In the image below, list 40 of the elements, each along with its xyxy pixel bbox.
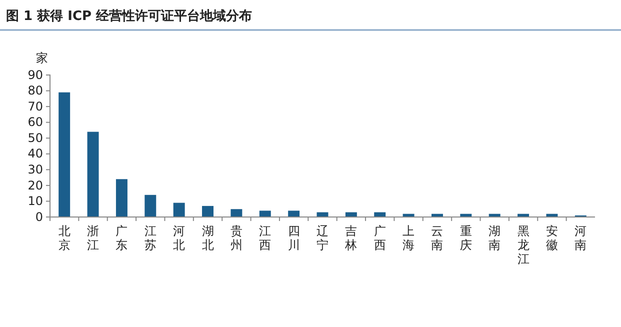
y-axis-title: 家 xyxy=(36,51,48,65)
x-tick-label: 上海 xyxy=(402,224,415,252)
y-tick-label: 20 xyxy=(28,178,43,192)
x-tick-label: 浙江 xyxy=(87,224,100,252)
x-tick-label: 广西 xyxy=(374,224,386,252)
x-tick-label: 湖北 xyxy=(202,224,214,252)
x-tick-label: 河北 xyxy=(173,224,186,252)
x-tick-label: 安徽 xyxy=(546,224,558,252)
bar xyxy=(259,210,271,217)
bar xyxy=(173,202,185,217)
y-tick-label: 60 xyxy=(28,115,43,130)
bar xyxy=(144,194,156,217)
chart-title: 图 1 获得 ICP 经营性许可证平台地域分布 xyxy=(6,8,252,24)
y-tick-label: 40 xyxy=(28,146,43,161)
y-tick-label: 10 xyxy=(28,194,43,208)
y-tick-label: 50 xyxy=(28,130,43,145)
x-tick-label: 广东 xyxy=(116,224,128,252)
bar xyxy=(230,209,242,217)
x-tick-label: 四川 xyxy=(288,224,300,252)
y-tick-label: 80 xyxy=(28,84,43,98)
x-tick-label: 重庆 xyxy=(460,224,472,252)
y-tick-label: 70 xyxy=(28,99,43,114)
y-tick-label: 0 xyxy=(35,210,43,224)
bar xyxy=(87,132,99,217)
x-tick-label: 云南 xyxy=(431,224,444,252)
bar xyxy=(288,210,300,217)
x-tick-label: 河南 xyxy=(574,224,587,252)
bar xyxy=(202,206,214,217)
x-tick-label: 辽宁 xyxy=(316,224,328,252)
x-tick-label: 北京 xyxy=(58,224,70,252)
x-tick-label: 江西 xyxy=(259,224,272,252)
y-tick-label: 30 xyxy=(28,162,43,177)
x-tick-label: 江苏 xyxy=(144,224,156,252)
bar xyxy=(58,92,70,217)
bar xyxy=(116,179,128,217)
x-tick-label: 湖南 xyxy=(488,224,501,252)
y-tick-label: 90 xyxy=(28,68,43,82)
x-tick-label: 吉林 xyxy=(344,224,358,252)
x-tick-label: 贵州 xyxy=(230,224,242,252)
x-tick-label: 黑龙江 xyxy=(517,224,530,266)
